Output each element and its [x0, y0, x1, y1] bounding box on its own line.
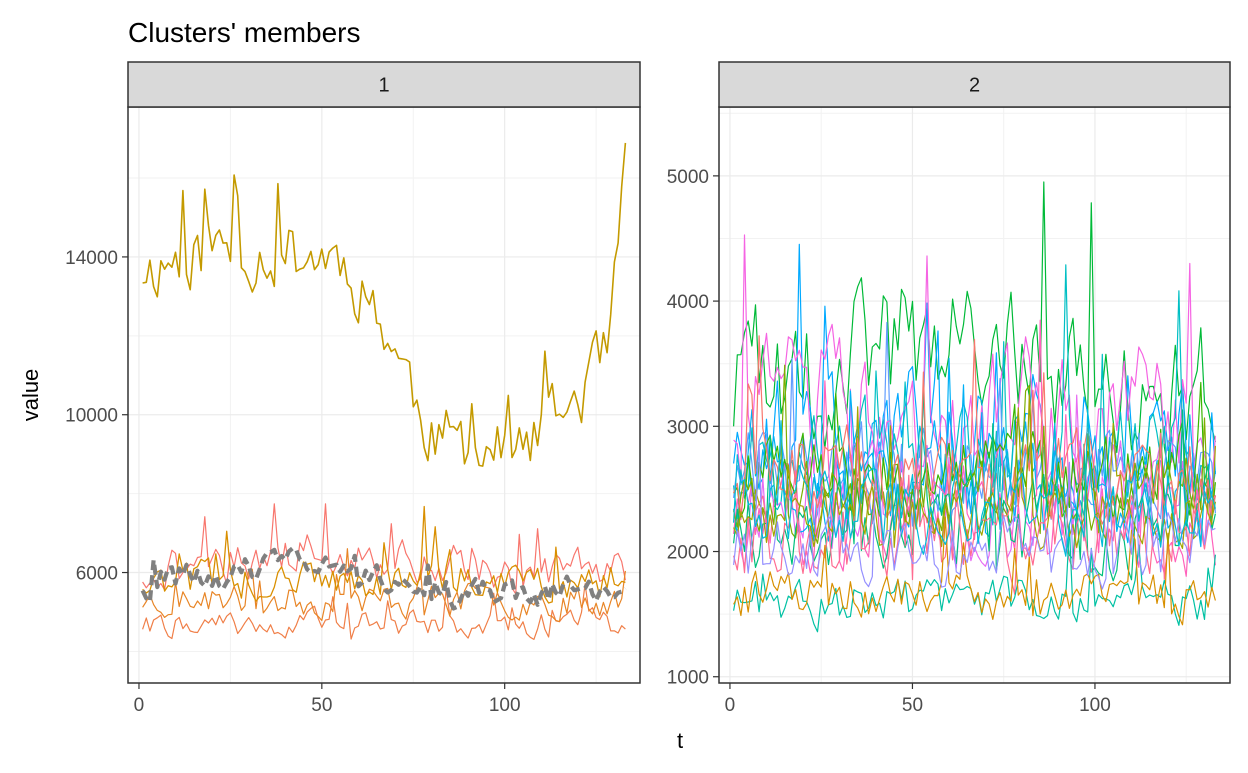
y-axis-title: value	[18, 369, 43, 422]
series-group	[733, 181, 1216, 633]
y-tick-label: 2000	[667, 543, 709, 564]
x-tick-label: 50	[311, 695, 332, 716]
series-line-10	[733, 364, 1216, 544]
y-tick-label: 5000	[667, 167, 709, 188]
facet-strip-label: 1	[378, 75, 389, 97]
y-tick-label: 4000	[667, 292, 709, 313]
facet-panel-1: 1 0 50 100 6000 10000 14000	[65, 61, 641, 716]
series-line-12	[733, 335, 1216, 525]
x-tick-label: 0	[725, 695, 736, 716]
facet-strip	[127, 61, 641, 108]
series-line-3	[142, 583, 626, 640]
x-tick-label: 100	[489, 695, 521, 716]
series-line-3	[733, 234, 1216, 498]
series-line-15	[733, 516, 1216, 626]
x-tick-label: 50	[902, 695, 923, 716]
y-tick-label: 6000	[76, 564, 118, 585]
series-line-1	[142, 142, 627, 467]
series-line-4	[142, 548, 626, 623]
x-tick-label: 100	[1079, 695, 1111, 716]
series-line-14	[733, 526, 1216, 633]
series-line-5	[142, 505, 626, 604]
facet-panels: 1 0 50 100 6000 10000 14000 2 0 50 100 1000 2000 3000…	[65, 61, 1231, 716]
facet-panel-2: 2 0 50 100 1000 2000 3000 4000 5000	[667, 61, 1231, 716]
y-tick-label: 3000	[667, 417, 709, 438]
y-tick-label: 1000	[667, 668, 709, 689]
facet-strip	[718, 61, 1231, 108]
y-tick-label: 14000	[65, 248, 118, 269]
x-axis-title: t	[677, 728, 683, 753]
series-group	[140, 142, 627, 640]
facet-strip-label: 2	[969, 75, 980, 97]
y-tick-label: 10000	[65, 406, 118, 427]
series-line-18	[733, 409, 1216, 557]
x-tick-label: 0	[134, 695, 145, 716]
chart-title: Clusters' members	[128, 17, 361, 48]
